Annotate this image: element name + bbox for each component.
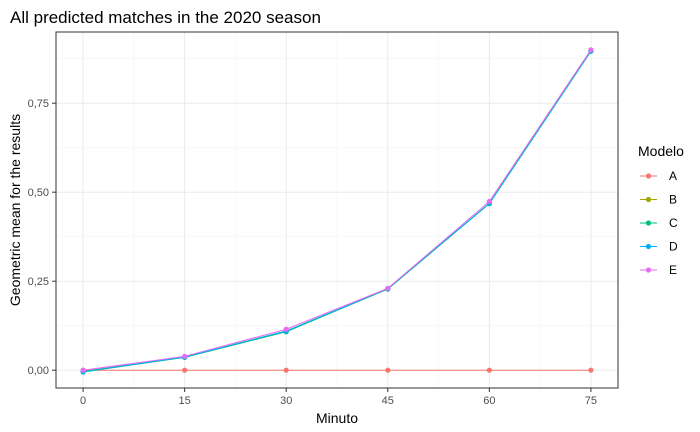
y-tick-label: 0,00 [28, 365, 49, 377]
x-tick-label: 30 [280, 395, 292, 407]
chart-title: All predicted matches in the 2020 season [10, 8, 321, 27]
legend-key-point [645, 243, 652, 250]
data-point-A [283, 367, 289, 373]
legend-item-E: E [640, 263, 677, 277]
legend-label: E [669, 263, 677, 277]
legend-label: B [669, 193, 677, 207]
legend-item-C: C [640, 216, 678, 230]
series-layer [80, 47, 594, 375]
legend-label: D [669, 240, 678, 254]
legend-label: C [669, 216, 678, 230]
legend-key-point [645, 173, 652, 179]
x-tick-label: 45 [382, 395, 394, 407]
series-line-E [83, 49, 592, 371]
data-point-A [588, 367, 594, 373]
series-E [80, 47, 594, 373]
legend-item-D: D [640, 240, 678, 254]
y-axis-title: Geometric mean for the results [7, 114, 23, 306]
data-point-E [588, 47, 594, 53]
legend-key-point [645, 267, 652, 273]
data-point-E [182, 353, 188, 359]
panel-border [55, 31, 619, 389]
x-axis-title: Minuto [316, 410, 358, 426]
legend-title: Modelo [638, 143, 684, 159]
x-tick-label: 15 [179, 395, 191, 407]
legend-item-B: B [640, 193, 677, 207]
data-point-E [486, 198, 492, 205]
legend-key-point [645, 196, 652, 203]
legend-key-point [645, 220, 652, 226]
y-tick-label: 0,75 [28, 98, 49, 110]
series-line-D [83, 50, 592, 373]
data-point-E [283, 326, 289, 332]
data-point-E [385, 285, 391, 291]
data-point-A [182, 367, 188, 373]
x-tick-label: 75 [585, 395, 597, 407]
axes: 0 15 30 45 60 75 0,00 0,25 0,50 0,75 [28, 98, 597, 407]
y-tick-label: 0,50 [28, 187, 49, 199]
data-point-A [486, 367, 492, 373]
data-point-A [385, 367, 391, 373]
data-point-E [80, 367, 86, 373]
y-tick-label: 0,25 [28, 276, 49, 288]
x-tick-label: 60 [483, 395, 495, 407]
x-tick-label: 0 [80, 395, 86, 407]
legend-label: A [669, 169, 677, 183]
grid [56, 32, 618, 388]
legend-item-A: A [640, 169, 677, 183]
